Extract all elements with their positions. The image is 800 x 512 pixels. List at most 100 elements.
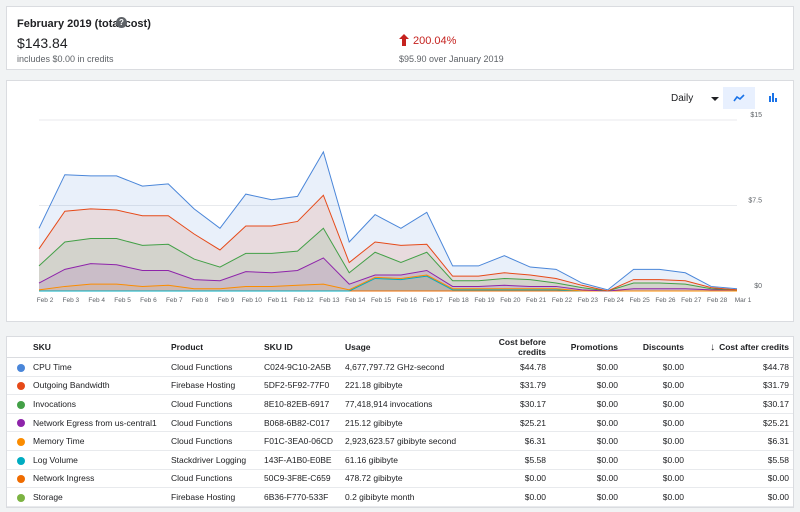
series-color-dot: [17, 475, 25, 484]
sku-cell: Invocations: [29, 394, 167, 414]
x-tick-label: Feb 19: [474, 297, 495, 304]
line-view-button[interactable]: [723, 87, 755, 109]
usage-cell: 77,418,914 invocations: [341, 394, 465, 414]
x-tick-label: Feb 10: [242, 297, 263, 304]
series-color-cell: [7, 469, 29, 489]
promotions-cell: $0.00: [550, 431, 622, 451]
product-column-header[interactable]: Product: [167, 337, 260, 358]
sku-cell: Log Volume: [29, 450, 167, 470]
table-row[interactable]: Outgoing Bandwidth Firebase Hosting 5DF2-5…: [7, 376, 793, 396]
help-icon[interactable]: ?: [116, 17, 127, 28]
line-chart-icon: [733, 94, 745, 102]
discounts-cell: $0.00: [622, 376, 688, 396]
series-area: [39, 151, 737, 291]
cost-before-cell: $0.00: [465, 487, 550, 507]
series-area: [39, 228, 737, 291]
x-tick-label: Feb 27: [681, 297, 702, 304]
cost-after-cell: $44.78: [688, 357, 793, 377]
x-tick-label: Mar 1: [735, 297, 752, 304]
discounts-cell: $0.00: [622, 357, 688, 377]
cost-after-column-header[interactable]: ↓ Cost after credits: [688, 337, 793, 358]
sku-cell: Memory Time: [29, 431, 167, 451]
summary-title: February 2019 (total cost): [17, 18, 151, 30]
cost-before-cell: $31.79: [465, 376, 550, 396]
series-color-cell: [7, 431, 29, 451]
table-row[interactable]: Invocations Cloud Functions 8E10-82EB-6917…: [7, 394, 793, 414]
product-cell: Firebase Hosting: [167, 487, 260, 507]
sku-id-cell: 5DF2-5F92-77F0: [260, 376, 341, 396]
promotions-cell: $0.00: [550, 357, 622, 377]
promotions-cell: $0.00: [550, 394, 622, 414]
x-tick-label: Feb 15: [371, 297, 392, 304]
x-tick-label: Feb 26: [655, 297, 676, 304]
sku-id-cell: B068-6B82-C017: [260, 413, 341, 433]
cost-after-cell: $0.00: [688, 469, 793, 489]
product-cell: Cloud Functions: [167, 394, 260, 414]
series-color-dot: [17, 363, 25, 372]
discounts-column-header[interactable]: Discounts: [622, 337, 688, 358]
x-tick-label: Feb 3: [63, 297, 80, 304]
cost-before-cell: $30.17: [465, 394, 550, 414]
sku-cell: CPU Time: [29, 357, 167, 377]
usage-cell: 2,923,623.57 gibibyte second: [341, 431, 465, 451]
x-tick-label: Feb 12: [293, 297, 314, 304]
sku-id-column-header[interactable]: SKU ID: [260, 337, 341, 358]
y-tick-label: $7.5: [748, 198, 762, 205]
promotions-cell: $0.00: [550, 376, 622, 396]
series-color-dot: [17, 419, 25, 428]
total-cost: $143.84: [17, 35, 68, 51]
x-tick-label: Feb 8: [192, 297, 209, 304]
cost-after-cell: $0.00: [688, 487, 793, 507]
usage-cell: 478.72 gibibyte: [341, 469, 465, 489]
sku-id-cell: 143F-A1B0-E0BE: [260, 450, 341, 470]
cost-chart: $0 $7.5 $15 Feb 2 Feb 3 Feb 4 Feb 5 Feb 6 Feb 7 F…: [37, 112, 762, 304]
table-row[interactable]: Log Volume Stackdriver Logging 143F-A1B0-E…: [7, 450, 793, 470]
cost-before-cell: $0.00: [465, 469, 550, 489]
sku-id-cell: 50C9-3F8E-C659: [260, 469, 341, 489]
usage-cell: 215.12 gibibyte: [341, 413, 465, 433]
bar-view-button[interactable]: [757, 87, 789, 109]
x-tick-label: Feb 17: [423, 297, 444, 304]
cost-before-cell: $5.58: [465, 450, 550, 470]
product-cell: Firebase Hosting: [167, 376, 260, 396]
x-tick-label: Feb 13: [319, 297, 340, 304]
cost-after-column-label: Cost after credits: [719, 341, 789, 352]
period-select[interactable]: Daily: [671, 91, 719, 107]
cost-before-column-header[interactable]: Cost before credits: [465, 337, 550, 358]
series-color-cell: [7, 376, 29, 396]
x-tick-label: Feb 14: [345, 297, 366, 304]
series-color-dot: [17, 437, 25, 446]
cost-after-cell: $5.58: [688, 450, 793, 470]
table-row[interactable]: CPU Time Cloud Functions C024-9C10-2A5B 4,6…: [7, 357, 793, 377]
credits-note: includes $0.00 in credits: [17, 54, 114, 64]
series-color-cell: [7, 394, 29, 414]
series-color-cell: [7, 450, 29, 470]
arrow-up-icon: [399, 34, 409, 46]
discounts-cell: $0.00: [622, 469, 688, 489]
table-row[interactable]: Network Ingress Cloud Functions 50C9-3F8E-…: [7, 469, 793, 489]
sku-cell: Network Ingress: [29, 469, 167, 489]
sku-id-cell: C024-9C10-2A5B: [260, 357, 341, 377]
cost-before-cell: $6.31: [465, 431, 550, 451]
series-color-dot: [17, 382, 25, 391]
x-tick-label: Feb 21: [526, 297, 547, 304]
usage-column-header[interactable]: Usage: [341, 337, 465, 358]
promotions-column-header[interactable]: Promotions: [550, 337, 622, 358]
bar-chart-icon: [769, 93, 777, 102]
series-color-dot: [17, 493, 25, 502]
series-color-dot: [17, 400, 25, 409]
sku-table-card: SKU Product SKU ID Usage Cost before cre…: [6, 336, 794, 508]
color-column-header: [7, 337, 29, 358]
series-line: [38, 227, 738, 292]
discounts-cell: $0.00: [622, 450, 688, 470]
table-row[interactable]: Storage Firebase Hosting 6B36-F770-533F 0.2…: [7, 487, 793, 507]
table-row[interactable]: Network Egress from us-central1 Cloud Fun…: [7, 413, 793, 433]
table-row[interactable]: Memory Time Cloud Functions F01C-3EA0-06CD…: [7, 431, 793, 451]
series-area: [39, 275, 737, 291]
cost-before-cell: $44.78: [465, 357, 550, 377]
cost-after-cell: $25.21: [688, 413, 793, 433]
sku-column-header[interactable]: SKU: [29, 337, 167, 358]
usage-cell: 4,677,797.72 GHz-second: [341, 357, 465, 377]
product-cell: Cloud Functions: [167, 357, 260, 377]
product-cell: Cloud Functions: [167, 469, 260, 489]
